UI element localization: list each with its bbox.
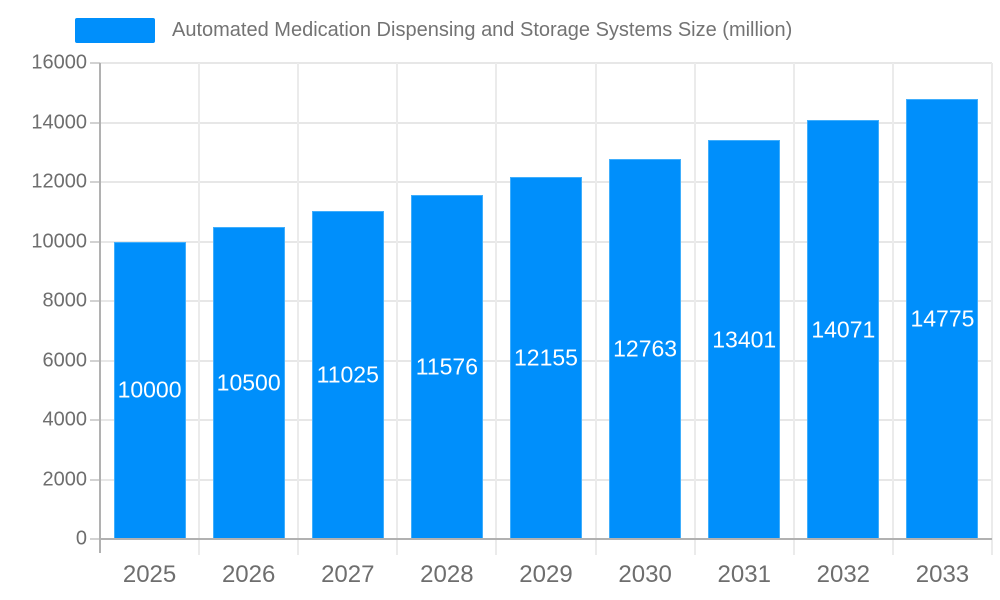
y-axis-tick	[90, 62, 100, 64]
y-axis-line	[99, 63, 101, 553]
x-tick-label: 2025	[122, 561, 177, 588]
gridline-vertical	[594, 63, 597, 555]
y-axis-tick	[90, 359, 100, 362]
y-axis-tick	[90, 240, 100, 243]
x-tick-label: 2032	[816, 561, 871, 588]
x-tick-label: 2029	[519, 561, 573, 588]
bar[interactable]	[807, 120, 880, 539]
x-tick-label: 2030	[618, 561, 672, 588]
gridline-vertical	[991, 63, 993, 555]
gridline-vertical	[396, 63, 399, 555]
y-tick-label: 0	[75, 527, 87, 550]
y-tick-label: 14000	[31, 111, 87, 133]
y-tick-label: 6000	[42, 349, 88, 371]
bar[interactable]	[510, 177, 582, 539]
x-tick-label: 2028	[420, 561, 474, 588]
x-tick-label: 2026	[221, 561, 276, 588]
gridline-vertical	[891, 63, 894, 555]
gridline-horizontal	[100, 62, 992, 64]
bar[interactable]	[311, 211, 384, 539]
y-axis-tick	[90, 181, 100, 183]
y-axis-tick	[90, 538, 100, 540]
x-axis-line	[100, 538, 992, 540]
x-tick-label: 2031	[717, 561, 771, 588]
legend-label: Automated Medication Dispensing and Stor…	[172, 19, 793, 41]
bar[interactable]	[906, 99, 979, 539]
y-axis-tick	[90, 478, 100, 481]
x-tick-label: 2027	[321, 561, 375, 588]
y-axis-tick	[90, 121, 100, 124]
bar[interactable]	[609, 159, 682, 539]
gridline-vertical	[693, 63, 696, 555]
y-axis-tick	[90, 419, 100, 421]
legend-item[interactable]: Automated Medication Dispensing and Stor…	[75, 18, 792, 43]
gridline-vertical	[495, 63, 498, 555]
x-tick-label: 2033	[915, 561, 970, 588]
y-tick-label: 10000	[31, 230, 87, 252]
bar[interactable]	[708, 140, 781, 539]
y-tick-label: 4000	[42, 408, 88, 431]
y-tick-label: 16000	[31, 51, 87, 74]
y-tick-label: 12000	[31, 170, 87, 193]
bar[interactable]	[113, 241, 186, 539]
gridline-vertical	[297, 63, 300, 555]
gridline-vertical	[198, 63, 201, 555]
gridline-vertical	[792, 63, 795, 555]
bar[interactable]	[410, 194, 483, 539]
legend-swatch-icon	[75, 18, 155, 43]
gridline-horizontal	[100, 121, 992, 124]
y-axis-tick	[90, 300, 100, 302]
y-tick-label: 2000	[42, 468, 88, 490]
y-tick-label: 8000	[42, 289, 88, 312]
bar[interactable]	[212, 226, 285, 539]
